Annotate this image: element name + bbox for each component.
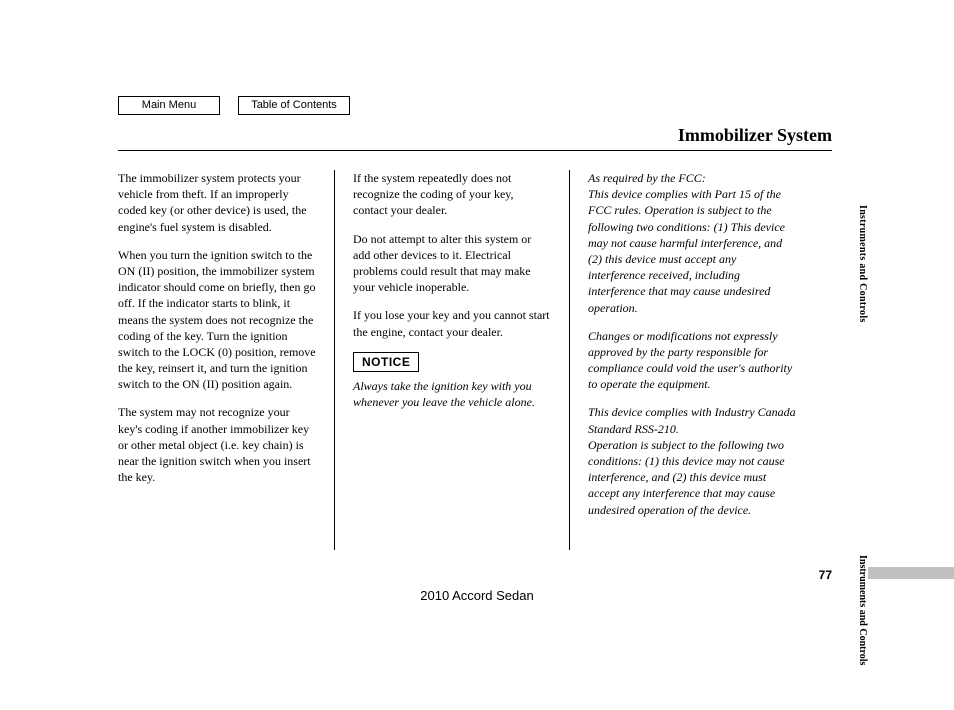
col2-para3: If you lose your key and you cannot star… bbox=[353, 307, 551, 339]
edge-tab bbox=[868, 567, 954, 579]
col1-para1: The immobilizer system protects your veh… bbox=[118, 170, 316, 235]
col1-para3: The system may not recognize your key's … bbox=[118, 404, 316, 485]
page-number: 77 bbox=[819, 568, 832, 582]
manual-page: Main Menu Table of Contents Immobilizer … bbox=[0, 0, 954, 710]
notice-text: Always take the ignition key with you wh… bbox=[353, 378, 551, 410]
section-tab-label-bottom: Instruments and Controls bbox=[857, 555, 868, 665]
section-tab-label-top: Instruments and Controls bbox=[857, 205, 868, 323]
table-of-contents-button[interactable]: Table of Contents bbox=[238, 96, 350, 115]
col2-para2: Do not attempt to alter this system or a… bbox=[353, 231, 551, 296]
column-3: As required by the FCC: This device comp… bbox=[574, 170, 814, 550]
main-menu-button[interactable]: Main Menu bbox=[118, 96, 220, 115]
col3-para1: As required by the FCC: This device comp… bbox=[588, 170, 796, 316]
column-divider-2 bbox=[569, 170, 570, 550]
column-2: If the system repeatedly does not recogn… bbox=[339, 170, 569, 550]
notice-label: NOTICE bbox=[353, 352, 419, 372]
page-title: Immobilizer System bbox=[678, 125, 832, 146]
column-1: The immobilizer system protects your veh… bbox=[118, 170, 334, 550]
col2-para1: If the system repeatedly does not recogn… bbox=[353, 170, 551, 219]
content-columns: The immobilizer system protects your veh… bbox=[118, 170, 814, 550]
nav-button-row: Main Menu Table of Contents bbox=[118, 96, 350, 115]
col1-para2: When you turn the ignition switch to the… bbox=[118, 247, 316, 393]
footer-model: 2010 Accord Sedan bbox=[0, 588, 954, 603]
col3-para3: This device complies with Industry Canad… bbox=[588, 404, 796, 517]
column-divider-1 bbox=[334, 170, 335, 550]
title-rule bbox=[118, 150, 832, 151]
col3-para2: Changes or modifications not expressly a… bbox=[588, 328, 796, 393]
